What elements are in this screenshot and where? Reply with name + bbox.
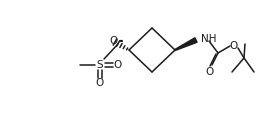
Text: NH: NH <box>201 34 216 44</box>
Text: S: S <box>97 60 103 70</box>
Polygon shape <box>175 38 197 50</box>
Text: O: O <box>110 36 118 46</box>
Text: O: O <box>114 60 122 70</box>
Text: O: O <box>206 67 214 77</box>
Text: O: O <box>230 41 238 51</box>
Text: O: O <box>96 78 104 88</box>
